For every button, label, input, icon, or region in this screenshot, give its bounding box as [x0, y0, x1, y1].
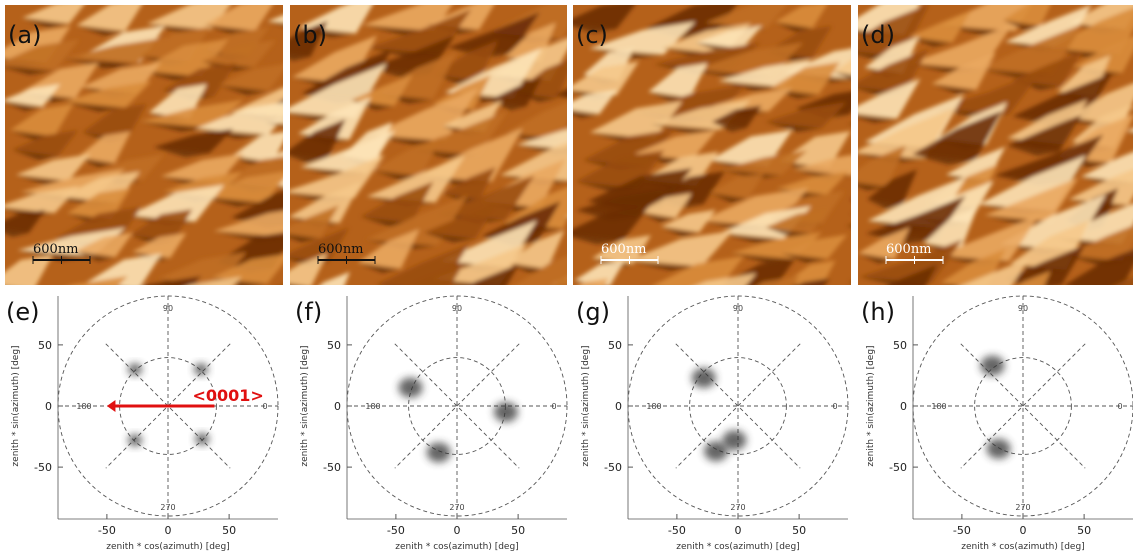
- shadow: [233, 300, 301, 310]
- point-cluster: [494, 402, 518, 422]
- y-tick-label: 50: [893, 339, 907, 352]
- panel-label: (g): [576, 298, 610, 326]
- polar-label: 270: [449, 503, 464, 512]
- shadow: [1122, 305, 1133, 315]
- shadow: [1087, 299, 1133, 309]
- y-tick-label: 0: [45, 400, 52, 413]
- y-tick-label: 50: [608, 339, 622, 352]
- shadow: [435, 301, 494, 311]
- polar-label: 270: [160, 503, 175, 512]
- shadow: [139, 307, 211, 317]
- point-cluster: [128, 434, 142, 446]
- shadow: [93, 302, 169, 312]
- polar-label: 90: [1018, 304, 1028, 313]
- shadow: [925, 300, 998, 310]
- panel-label: (a): [8, 21, 41, 49]
- x-tick-label: 50: [792, 524, 806, 537]
- y-axis-label: zenith * sin(azimuth) [deg]: [300, 345, 310, 466]
- shadow: [374, 303, 438, 313]
- polar-label: 90: [452, 304, 462, 313]
- polar-label: 180: [76, 402, 91, 411]
- polar-label: 180: [365, 402, 380, 411]
- point-cluster: [194, 363, 208, 375]
- y-tick-label: 0: [334, 400, 341, 413]
- point-cluster: [692, 368, 716, 388]
- y-tick-label: 50: [327, 339, 341, 352]
- y-tick-label: 0: [900, 400, 907, 413]
- point-cluster: [128, 363, 142, 375]
- y-tick-label: -50: [323, 461, 341, 474]
- polar-label: 180: [931, 402, 946, 411]
- point-cluster: [980, 356, 1004, 376]
- polar-plot: -50 0 50 50 0 -50 90 270 180 0 zenith * cos(azimut…: [295, 296, 567, 552]
- panel-label: (c): [576, 21, 608, 49]
- shadow: [376, 285, 441, 295]
- x-tick-label: 50: [1077, 524, 1091, 537]
- panel-label: (h): [861, 298, 895, 326]
- figure: (a) 600nm (b) 600nm (c) 600nm (d) 600nm -50 0 50 50…: [0, 0, 1133, 553]
- polar-label: 270: [1015, 503, 1030, 512]
- shadow: [655, 303, 726, 313]
- polar-label: 180: [646, 402, 661, 411]
- shadow: [507, 290, 566, 300]
- y-axis-label: zenith * sin(azimuth) [deg]: [581, 345, 591, 466]
- arrowhead: [107, 400, 116, 412]
- shadow: [515, 309, 577, 319]
- x-tick-label: 50: [222, 524, 236, 537]
- x-tick-label: -50: [953, 524, 971, 537]
- y-tick-label: -50: [889, 461, 907, 474]
- polar-label: 90: [163, 304, 173, 313]
- point-cluster: [195, 433, 209, 445]
- y-axis-label: zenith * sin(azimuth) [deg]: [866, 345, 876, 466]
- point-cluster: [722, 430, 746, 450]
- x-tick-label: -50: [668, 524, 686, 537]
- x-tick-label: 0: [1020, 524, 1027, 537]
- shadow: [0, 284, 33, 294]
- x-tick-label: 50: [511, 524, 525, 537]
- x-axis-label: zenith * cos(azimuth) [deg]: [106, 542, 229, 552]
- x-axis-label: zenith * cos(azimuth) [deg]: [395, 542, 518, 552]
- point-cluster: [987, 439, 1011, 459]
- x-tick-label: 0: [165, 524, 172, 537]
- polar-label: 270: [730, 503, 745, 512]
- y-axis-label: zenith * sin(azimuth) [deg]: [11, 345, 21, 466]
- polar-plot: -50 0 50 50 0 -50 90 270 180 0 zenith * cos(azimut…: [576, 296, 848, 552]
- polar-label: 90: [733, 304, 743, 313]
- polar-label: 0: [551, 402, 556, 411]
- scale-bar-label: 600nm: [318, 242, 364, 257]
- polar-plot: -50050500-50902701800zenith * cos(azimut…: [6, 296, 278, 552]
- y-tick-label: 0: [615, 400, 622, 413]
- panel-label: (b): [293, 21, 327, 49]
- x-tick-label: -50: [98, 524, 116, 537]
- scale-bar-label: 600nm: [33, 242, 79, 257]
- y-tick-label: -50: [604, 461, 622, 474]
- x-tick-label: -50: [387, 524, 405, 537]
- panel-label: (e): [6, 298, 40, 326]
- scale-bar-label: 600nm: [601, 242, 647, 257]
- y-tick-label: -50: [34, 461, 52, 474]
- annotation: <0001>: [192, 386, 263, 405]
- point-cluster: [427, 442, 451, 462]
- point-cluster: [399, 378, 423, 398]
- panel-label: (d): [861, 21, 895, 49]
- polar-label: 0: [832, 402, 837, 411]
- scale-bar-label: 600nm: [886, 242, 932, 257]
- panel-label: (f): [295, 298, 322, 326]
- shadow: [650, 287, 716, 297]
- shadow: [551, 284, 617, 294]
- x-tick-label: 0: [454, 524, 461, 537]
- shadow: [998, 300, 1035, 310]
- x-axis-label: zenith * cos(azimuth) [deg]: [961, 542, 1084, 552]
- polar-plot: -50 0 50 50 0 -50 90 270 180 0 zenith * cos(azimut…: [861, 296, 1133, 552]
- x-axis-label: zenith * cos(azimuth) [deg]: [676, 542, 799, 552]
- shadow: [1064, 286, 1120, 296]
- shadow: [778, 294, 814, 304]
- y-tick-label: 50: [38, 339, 52, 352]
- x-tick-label: 0: [735, 524, 742, 537]
- polar-label: 0: [1117, 402, 1122, 411]
